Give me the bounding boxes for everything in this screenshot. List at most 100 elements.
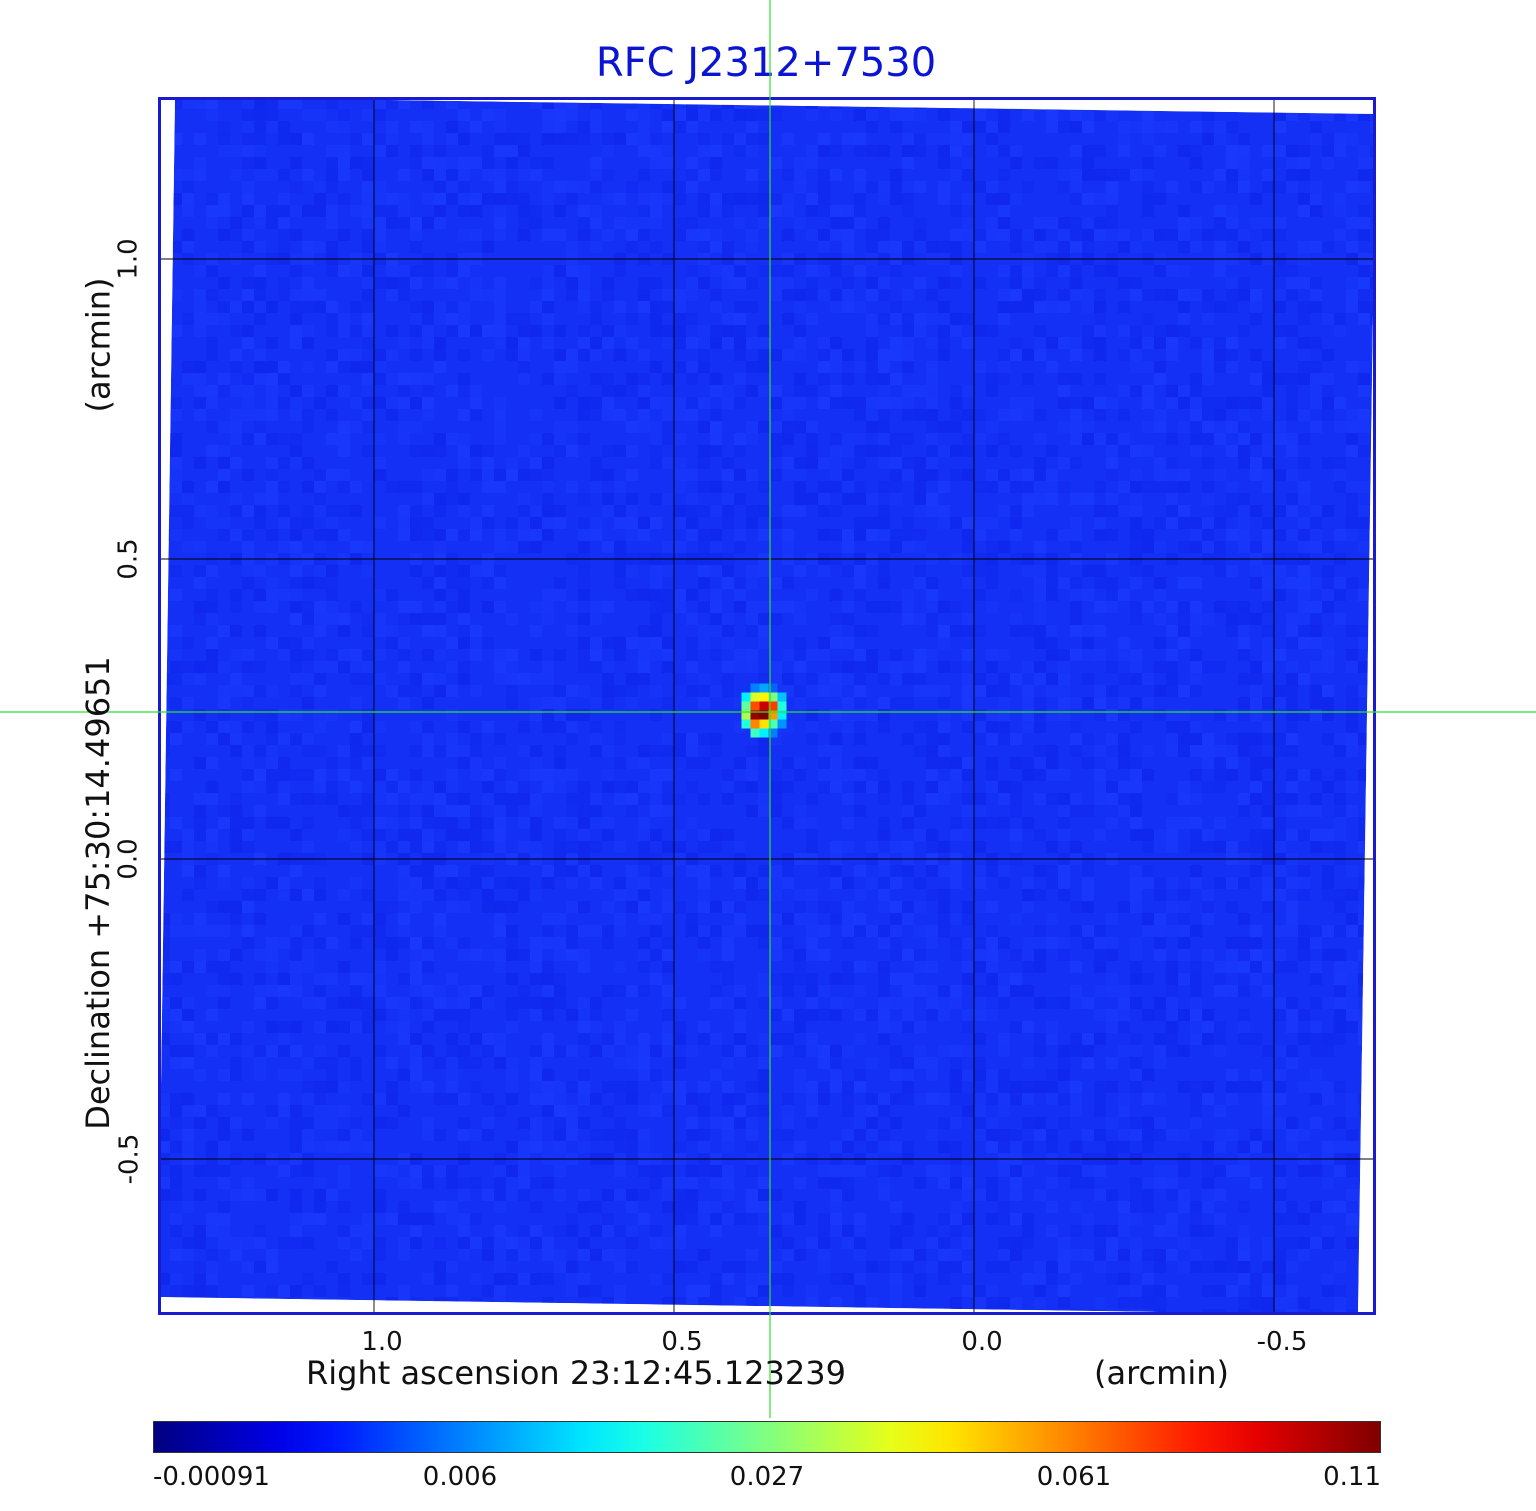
noise-pixel (590, 805, 602, 817)
noise-pixel (878, 445, 890, 457)
noise-pixel (1298, 625, 1310, 637)
noise-pixel (1202, 301, 1214, 313)
noise-pixel (554, 1045, 566, 1057)
noise-pixel (1142, 673, 1154, 685)
noise-pixel (434, 985, 446, 997)
noise-pixel (242, 373, 254, 385)
noise-pixel (530, 649, 542, 661)
noise-pixel (338, 1237, 350, 1249)
noise-pixel (1226, 169, 1238, 181)
noise-pixel (962, 469, 974, 481)
noise-pixel (1286, 181, 1298, 193)
noise-pixel (674, 601, 686, 613)
noise-pixel (218, 1117, 230, 1129)
noise-pixel (1046, 337, 1058, 349)
noise-pixel (218, 205, 230, 217)
noise-pixel (1310, 793, 1322, 805)
noise-pixel (1046, 793, 1058, 805)
noise-pixel (818, 373, 830, 385)
noise-pixel (326, 325, 338, 337)
noise-pixel (986, 385, 998, 397)
noise-pixel (1166, 745, 1178, 757)
noise-pixel (1238, 841, 1250, 853)
noise-pixel (1166, 793, 1178, 805)
noise-pixel (638, 901, 650, 913)
noise-pixel (1262, 697, 1274, 709)
noise-pixel (746, 145, 758, 157)
noise-pixel (1202, 1141, 1214, 1153)
noise-pixel (242, 229, 254, 241)
noise-pixel (398, 685, 410, 697)
noise-pixel (230, 361, 242, 373)
noise-pixel (1010, 793, 1022, 805)
noise-pixel (926, 1057, 938, 1069)
noise-pixel (950, 445, 962, 457)
noise-pixel (1346, 1021, 1358, 1033)
noise-pixel (1238, 673, 1250, 685)
noise-pixel (458, 385, 470, 397)
noise-pixel (650, 973, 662, 985)
noise-pixel (1142, 133, 1154, 145)
noise-pixel (1118, 1105, 1130, 1117)
noise-pixel (1226, 337, 1238, 349)
noise-pixel (314, 301, 326, 313)
noise-pixel (686, 685, 698, 697)
noise-pixel (1130, 481, 1142, 493)
noise-pixel (818, 1177, 830, 1189)
noise-pixel (686, 1189, 698, 1201)
noise-pixel (386, 817, 398, 829)
noise-pixel (506, 1249, 518, 1261)
noise-pixel (1118, 277, 1130, 289)
noise-pixel (374, 1213, 386, 1225)
noise-pixel (458, 949, 470, 961)
noise-pixel (578, 1189, 590, 1201)
noise-pixel (542, 313, 554, 325)
noise-pixel (542, 1045, 554, 1057)
noise-pixel (350, 1021, 362, 1033)
noise-pixel (974, 589, 986, 601)
noise-pixel (686, 289, 698, 301)
noise-pixel (1142, 925, 1154, 937)
noise-pixel (338, 229, 350, 241)
noise-pixel (914, 685, 926, 697)
noise-pixel (1334, 805, 1346, 817)
noise-pixel (890, 697, 902, 709)
noise-pixel (974, 1033, 986, 1045)
noise-pixel (1022, 937, 1034, 949)
noise-pixel (410, 1081, 422, 1093)
noise-pixel (914, 577, 926, 589)
noise-pixel (1034, 289, 1046, 301)
noise-pixel (806, 889, 818, 901)
noise-pixel (998, 781, 1010, 793)
noise-pixel (386, 133, 398, 145)
noise-pixel (638, 1105, 650, 1117)
noise-pixel (350, 349, 362, 361)
noise-pixel (218, 457, 230, 469)
noise-pixel (902, 145, 914, 157)
noise-pixel (1070, 733, 1082, 745)
noise-pixel (578, 649, 590, 661)
noise-pixel (446, 133, 458, 145)
noise-pixel (266, 709, 278, 721)
noise-pixel (1286, 145, 1298, 157)
noise-pixel (410, 421, 422, 433)
noise-pixel (278, 1033, 290, 1045)
noise-pixel (938, 913, 950, 925)
noise-pixel (482, 157, 494, 169)
noise-pixel (1118, 301, 1130, 313)
noise-pixel (806, 1033, 818, 1045)
noise-pixel (1130, 601, 1142, 613)
noise-pixel (266, 949, 278, 961)
noise-pixel (698, 901, 710, 913)
noise-pixel (878, 421, 890, 433)
noise-pixel (602, 337, 614, 349)
noise-pixel (686, 637, 698, 649)
noise-pixel (650, 589, 662, 601)
noise-pixel (614, 133, 626, 145)
noise-pixel (1310, 337, 1322, 349)
noise-pixel (938, 601, 950, 613)
noise-pixel (674, 193, 686, 205)
noise-pixel (1274, 229, 1286, 241)
noise-pixel (950, 313, 962, 325)
noise-pixel (542, 601, 554, 613)
